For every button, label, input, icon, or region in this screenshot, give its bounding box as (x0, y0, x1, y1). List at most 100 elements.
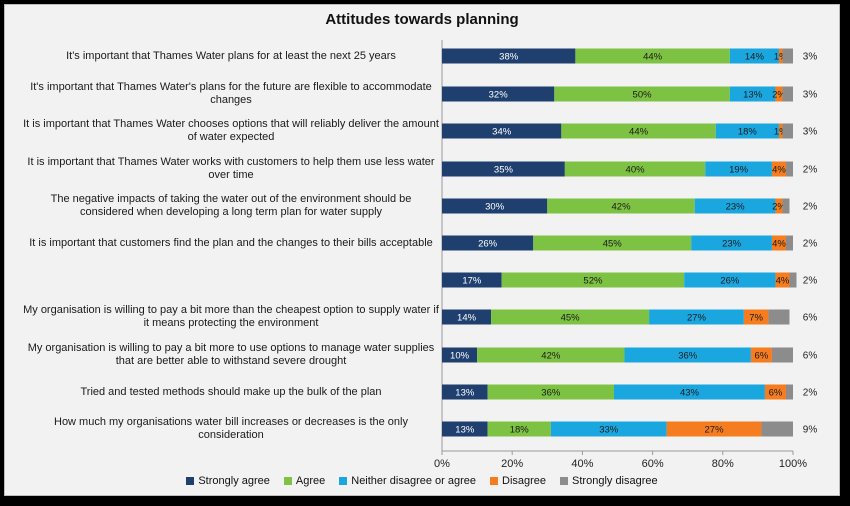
bar-segment (547, 198, 695, 214)
legend-label: Strongly agree (198, 475, 270, 487)
bar-segment (442, 309, 492, 325)
x-tick-label: 60% (642, 458, 664, 470)
bar-segment (561, 123, 716, 139)
legend-item: Disagree (490, 475, 546, 487)
legend-swatch (339, 477, 348, 485)
bar-segment (782, 48, 793, 64)
bar-segment (442, 272, 502, 288)
legend: Strongly agree Agree Neither disagree or a… (5, 475, 839, 487)
data-label: 2% (772, 90, 786, 101)
data-label: 14% (457, 313, 477, 324)
data-label: 17% (462, 276, 482, 287)
plot-area: 38% 44% 14% 1% 3% 32% 50% 13% 2% 3% 34% 44% 18% 1% 3% 3… (434, 40, 818, 470)
bar-segment (775, 272, 790, 288)
bar-segment (666, 421, 762, 437)
bar-segment (764, 384, 786, 400)
bar-segment (624, 347, 751, 363)
data-label: 45% (603, 239, 623, 250)
data-label: 30% (485, 202, 505, 213)
data-label: 2% (803, 202, 818, 213)
legend-swatch (490, 477, 498, 485)
data-label: 36% (678, 351, 698, 362)
bar-segment (785, 384, 793, 400)
category-label: It is important that customers find the … (29, 236, 433, 249)
bar-segment (442, 235, 534, 251)
x-tick-label: 20% (501, 458, 523, 470)
category-label: The negative impacts of taking the water… (50, 193, 412, 218)
data-label: 6% (769, 388, 783, 399)
data-label: 9% (803, 425, 818, 436)
data-label: 44% (643, 52, 663, 63)
chart-frame: Attitudes towards planning It's importan… (4, 4, 840, 496)
bar-segment (442, 123, 562, 139)
bar-segment (442, 161, 565, 177)
bar-segment (729, 48, 779, 64)
bar-segment (442, 86, 555, 102)
data-label: 19% (729, 165, 749, 176)
bar-segment (750, 347, 772, 363)
bar-segment (554, 86, 730, 102)
bar-segment (487, 421, 551, 437)
data-label: 3% (803, 127, 818, 138)
data-label: 6% (755, 351, 769, 362)
data-label: 6% (803, 313, 818, 324)
data-label: 6% (803, 351, 818, 362)
bar-segment (442, 198, 548, 214)
data-label: 1% (774, 127, 788, 138)
data-label: 23% (726, 202, 746, 213)
legend-item: Agree (283, 475, 326, 487)
bar-segment (442, 48, 576, 64)
data-label: 50% (633, 90, 653, 101)
bar-segment (782, 86, 793, 102)
legend-label: Agree (295, 475, 326, 487)
data-label: 42% (541, 351, 561, 362)
data-label: 42% (612, 202, 632, 213)
legend-label: Disagree (502, 475, 547, 487)
data-label: 27% (687, 313, 707, 324)
data-label: 45% (561, 313, 581, 324)
legend-item: Strongly disagree (560, 475, 658, 487)
x-tick-label: 0% (434, 458, 450, 470)
data-label: 43% (680, 388, 700, 399)
data-label: 26% (478, 239, 498, 250)
bar-segment (789, 272, 797, 288)
data-label: 2% (803, 276, 818, 287)
data-label: 2% (772, 202, 786, 213)
data-label: 1% (774, 52, 788, 63)
bar-segment (782, 123, 793, 139)
bar-segment (533, 235, 692, 251)
legend-item: Neither disagree or agree (339, 475, 476, 487)
bar-segment (785, 161, 793, 177)
category-label: Tried and tested methods should make up … (80, 385, 382, 398)
category-label: It's important that Thames Water's plans… (30, 81, 432, 106)
data-label: 36% (541, 388, 561, 399)
bar-segment (550, 421, 667, 437)
bar-segment (613, 384, 765, 400)
bar-segment (775, 198, 783, 214)
data-label: 38% (499, 52, 519, 63)
data-label: 23% (722, 239, 742, 250)
bar-segment (775, 86, 783, 102)
data-label: 44% (629, 127, 649, 138)
data-label: 2% (803, 165, 818, 176)
data-label: 40% (626, 165, 646, 176)
bar-segment (575, 48, 730, 64)
bar-segment (778, 123, 783, 139)
bar-segment (782, 198, 790, 214)
data-label: 18% (738, 127, 758, 138)
bar-segment (442, 347, 478, 363)
data-label: 4% (772, 239, 786, 250)
data-label: 3% (803, 52, 818, 63)
data-label: 14% (745, 52, 765, 63)
category-label: It is important that Thames Water choose… (23, 118, 439, 143)
category-label: My organisation is willing to pay a bit … (27, 342, 435, 367)
bar-segment (491, 309, 650, 325)
data-label: 13% (455, 388, 475, 399)
bar-segment (501, 272, 685, 288)
bar-segment (729, 86, 776, 102)
data-label: 26% (720, 276, 740, 287)
bar-segment (771, 161, 786, 177)
bar-segment (564, 161, 706, 177)
x-tick-label: 40% (571, 458, 593, 470)
data-label: 18% (510, 425, 530, 436)
